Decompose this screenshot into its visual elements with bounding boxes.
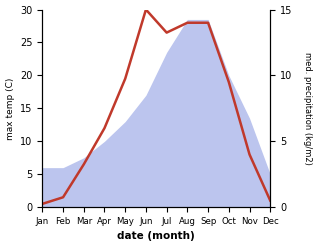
X-axis label: date (month): date (month) [117, 231, 195, 242]
Y-axis label: med. precipitation (kg/m2): med. precipitation (kg/m2) [303, 52, 313, 165]
Y-axis label: max temp (C): max temp (C) [5, 77, 15, 140]
